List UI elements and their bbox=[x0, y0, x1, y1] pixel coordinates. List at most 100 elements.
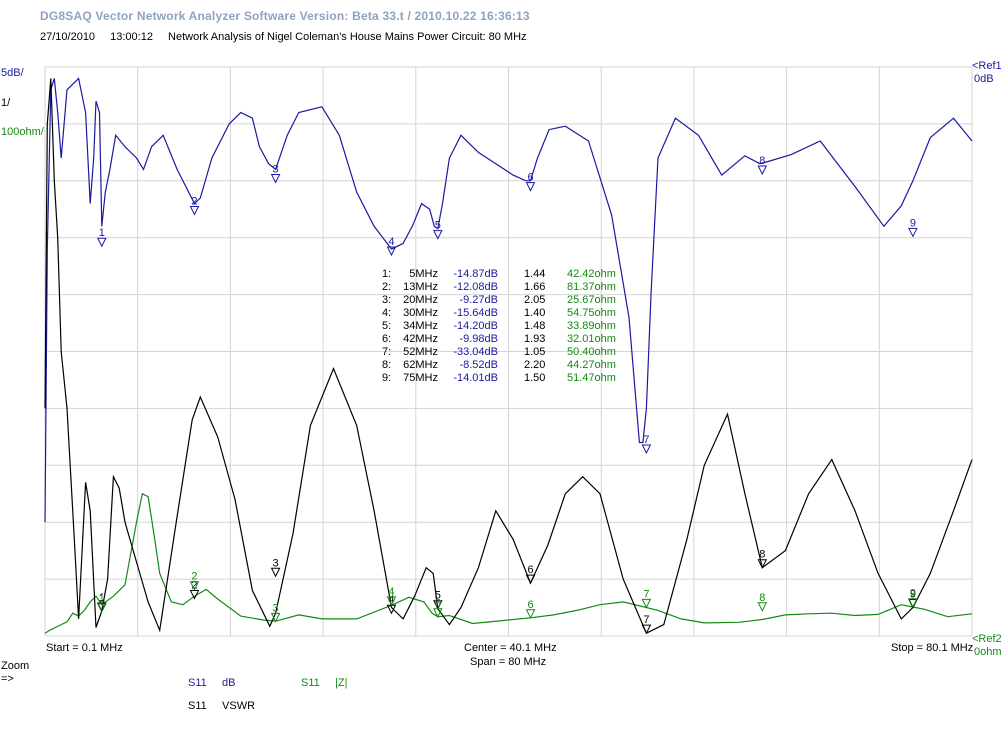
marker-vswr-label-4: 4 bbox=[388, 594, 394, 606]
marker-z-label-2: 2 bbox=[191, 571, 197, 583]
marker-db-label-9: 9 bbox=[910, 217, 916, 229]
marker-table-n-4: 4: bbox=[382, 307, 391, 319]
marker-db-7 bbox=[641, 444, 652, 455]
marker-db-9 bbox=[908, 227, 918, 238]
marker-table-freq-5: 34MHz bbox=[403, 320, 438, 332]
marker-vswr-label-6: 6 bbox=[527, 564, 533, 576]
marker-db-2 bbox=[189, 205, 200, 216]
marker-table-freq-1: 5MHz bbox=[409, 268, 438, 280]
legend-z-unit: |Z| bbox=[335, 677, 348, 689]
center-frequency-label: Center = 40.1 MHz bbox=[464, 642, 557, 654]
legend-db-param: S11 bbox=[188, 677, 207, 689]
marker-table-freq-4: 30MHz bbox=[403, 307, 438, 319]
marker-table-n-3: 3: bbox=[382, 294, 391, 306]
marker-table-freq-6: 42MHz bbox=[403, 333, 438, 345]
measurement-description: Network Analysis of Nigel Coleman's Hous… bbox=[168, 31, 527, 43]
marker-table: 1: 5MHz -14.87dB 1.44 42.42ohm 2: 13MHz -12.08d… bbox=[382, 268, 616, 384]
marker-z-label-4: 4 bbox=[388, 586, 394, 598]
legend-db-unit: dB bbox=[222, 677, 236, 689]
marker-table-z-3: 25.67ohm bbox=[567, 294, 616, 306]
start-frequency-label: Start = 0.1 MHz bbox=[46, 642, 123, 654]
marker-db-label-2: 2 bbox=[191, 195, 197, 207]
marker-vswr-label-7: 7 bbox=[643, 614, 649, 626]
marker-z-label-8: 8 bbox=[759, 592, 765, 604]
app-title: DG8SAQ Vector Network Analyzer Software … bbox=[40, 9, 530, 23]
ref2-label: <Ref2 bbox=[972, 633, 1002, 645]
marker-table-vswr-1: 1.44 bbox=[524, 268, 545, 280]
marker-z-label-9: 9 bbox=[910, 588, 916, 600]
marker-table-n-5: 5: bbox=[382, 320, 391, 332]
marker-table-n-6: 6: bbox=[382, 333, 391, 345]
marker-table-db-5: -14.20dB bbox=[453, 320, 498, 332]
marker-table-z-6: 32.01ohm bbox=[567, 333, 616, 345]
trace-ohm bbox=[44, 492, 973, 634]
marker-vswr-label-8: 8 bbox=[759, 549, 765, 561]
marker-z-4 bbox=[386, 596, 397, 606]
marker-db-label-4: 4 bbox=[388, 236, 394, 248]
measurement-header: 27/10/2010 13:00:12 Network Analysis of … bbox=[40, 31, 539, 44]
chart-grid bbox=[44, 66, 973, 637]
legend-vswr-unit: VSWR bbox=[222, 700, 256, 712]
marker-vswr-6 bbox=[525, 574, 536, 585]
marker-table-n-8: 8: bbox=[382, 359, 391, 371]
ref1-label: <Ref1 bbox=[972, 60, 1002, 72]
trace-db bbox=[44, 77, 973, 523]
marker-z-9 bbox=[908, 598, 918, 608]
marker-db-label-8: 8 bbox=[759, 155, 765, 167]
chart-traces bbox=[44, 77, 973, 635]
marker-z-label-6: 6 bbox=[527, 599, 533, 611]
marker-table-db-1: -14.87dB bbox=[453, 268, 498, 280]
legend-trace-db[interactable]: S11 dB bbox=[188, 677, 236, 689]
marker-table-vswr-2: 1.66 bbox=[524, 281, 545, 293]
trace-vswr bbox=[44, 78, 973, 635]
marker-z-label-3: 3 bbox=[273, 602, 279, 614]
marker-db-label-6: 6 bbox=[527, 172, 533, 184]
marker-table-n-2: 2: bbox=[382, 281, 391, 293]
db-scale-label: 5dB/ bbox=[1, 67, 24, 79]
ohm-scale-label: 100ohm/ bbox=[1, 126, 44, 138]
marker-db-5 bbox=[433, 230, 443, 240]
ref2-value: 0ohm bbox=[974, 646, 1002, 658]
legend-z-param: S11 bbox=[301, 677, 320, 689]
marker-table-freq-3: 20MHz bbox=[403, 294, 438, 306]
legend-trace-z[interactable]: S11 |Z| bbox=[301, 677, 347, 689]
marker-table-vswr-6: 1.93 bbox=[524, 333, 545, 345]
marker-table-db-7: -33.04dB bbox=[453, 346, 498, 358]
marker-db-4 bbox=[386, 246, 397, 257]
marker-z-6 bbox=[525, 609, 536, 619]
marker-vswr-label-5: 5 bbox=[435, 590, 441, 602]
marker-table-z-5: 33.89ohm bbox=[567, 320, 616, 332]
marker-table-freq-9: 75MHz bbox=[403, 372, 438, 384]
marker-vswr-7 bbox=[641, 624, 652, 635]
marker-table-vswr-3: 2.05 bbox=[524, 294, 545, 306]
marker-z-5 bbox=[433, 608, 443, 618]
marker-vswr-label-1: 1 bbox=[99, 592, 105, 604]
marker-table-db-4: -15.64dB bbox=[453, 307, 498, 319]
marker-table-vswr-9: 1.50 bbox=[524, 372, 545, 384]
marker-vswr-label-9: 9 bbox=[910, 589, 916, 601]
marker-table-vswr-5: 1.48 bbox=[524, 320, 545, 332]
marker-table-z-9: 51.47ohm bbox=[567, 372, 616, 384]
zoom-label[interactable]: Zoom bbox=[1, 660, 30, 672]
marker-z-label-5: 5 bbox=[435, 598, 441, 610]
vswr-scale-label: 1/ bbox=[1, 97, 11, 109]
marker-table-db-8: -8.52dB bbox=[459, 359, 498, 371]
marker-db-6 bbox=[525, 182, 536, 192]
marker-table-n-9: 9: bbox=[382, 372, 391, 384]
legend-trace-vswr[interactable]: S11 VSWR bbox=[188, 700, 255, 712]
marker-db-label-5: 5 bbox=[435, 220, 441, 232]
marker-table-vswr-8: 2.20 bbox=[524, 359, 545, 371]
marker-vswr-3 bbox=[270, 567, 281, 578]
measurement-date: 27/10/2010 bbox=[40, 31, 96, 43]
marker-db-label-7: 7 bbox=[643, 434, 649, 446]
marker-table-z-1: 42.42ohm bbox=[567, 268, 616, 280]
marker-table-z-7: 50.40ohm bbox=[567, 346, 616, 358]
marker-db-8 bbox=[757, 165, 768, 176]
marker-db-label-1: 1 bbox=[99, 227, 105, 239]
marker-vswr-label-2: 2 bbox=[191, 579, 197, 591]
marker-z-label-1: 1 bbox=[99, 593, 105, 605]
zoom-arrow-icon[interactable]: => bbox=[1, 673, 14, 685]
marker-table-vswr-7: 1.05 bbox=[524, 346, 545, 358]
